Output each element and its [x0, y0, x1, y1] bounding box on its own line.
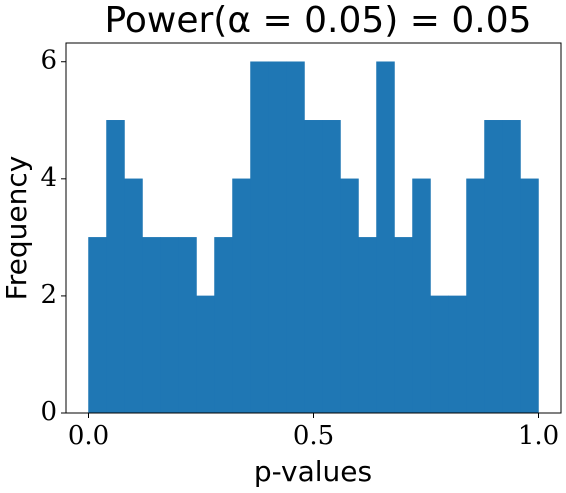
bar — [394, 237, 413, 414]
bar — [124, 178, 143, 414]
y-tick-label: 4 — [40, 163, 57, 193]
bar — [466, 178, 485, 414]
bar — [430, 295, 449, 414]
bar — [178, 237, 197, 414]
bar — [340, 178, 359, 414]
bar — [232, 178, 251, 414]
bar — [250, 61, 269, 414]
x-tick-label: 1.0 — [518, 421, 559, 451]
bar — [88, 237, 107, 414]
x-axis-label: p-values — [254, 455, 372, 488]
bar — [196, 295, 215, 414]
bar — [106, 120, 125, 414]
bar — [376, 61, 395, 414]
bar — [358, 237, 377, 414]
bar — [484, 120, 503, 414]
bar — [322, 120, 341, 414]
bar — [448, 295, 467, 414]
bar — [502, 120, 521, 414]
y-tick-label: 2 — [40, 280, 57, 310]
x-tick-label: 0.5 — [293, 421, 334, 451]
x-tick-label: 0.0 — [68, 421, 109, 451]
chart-title: Power(α = 0.05) = 0.05 — [104, 0, 531, 41]
y-tick-label: 6 — [40, 46, 57, 76]
bar — [214, 237, 233, 414]
bar — [304, 120, 323, 414]
bar — [412, 178, 431, 414]
bar — [520, 178, 539, 414]
y-axis-label: Frequency — [0, 156, 33, 301]
bar — [142, 237, 161, 414]
bar — [286, 61, 305, 414]
bar — [268, 61, 287, 414]
bar — [160, 237, 179, 414]
y-tick-label: 0 — [40, 397, 57, 427]
